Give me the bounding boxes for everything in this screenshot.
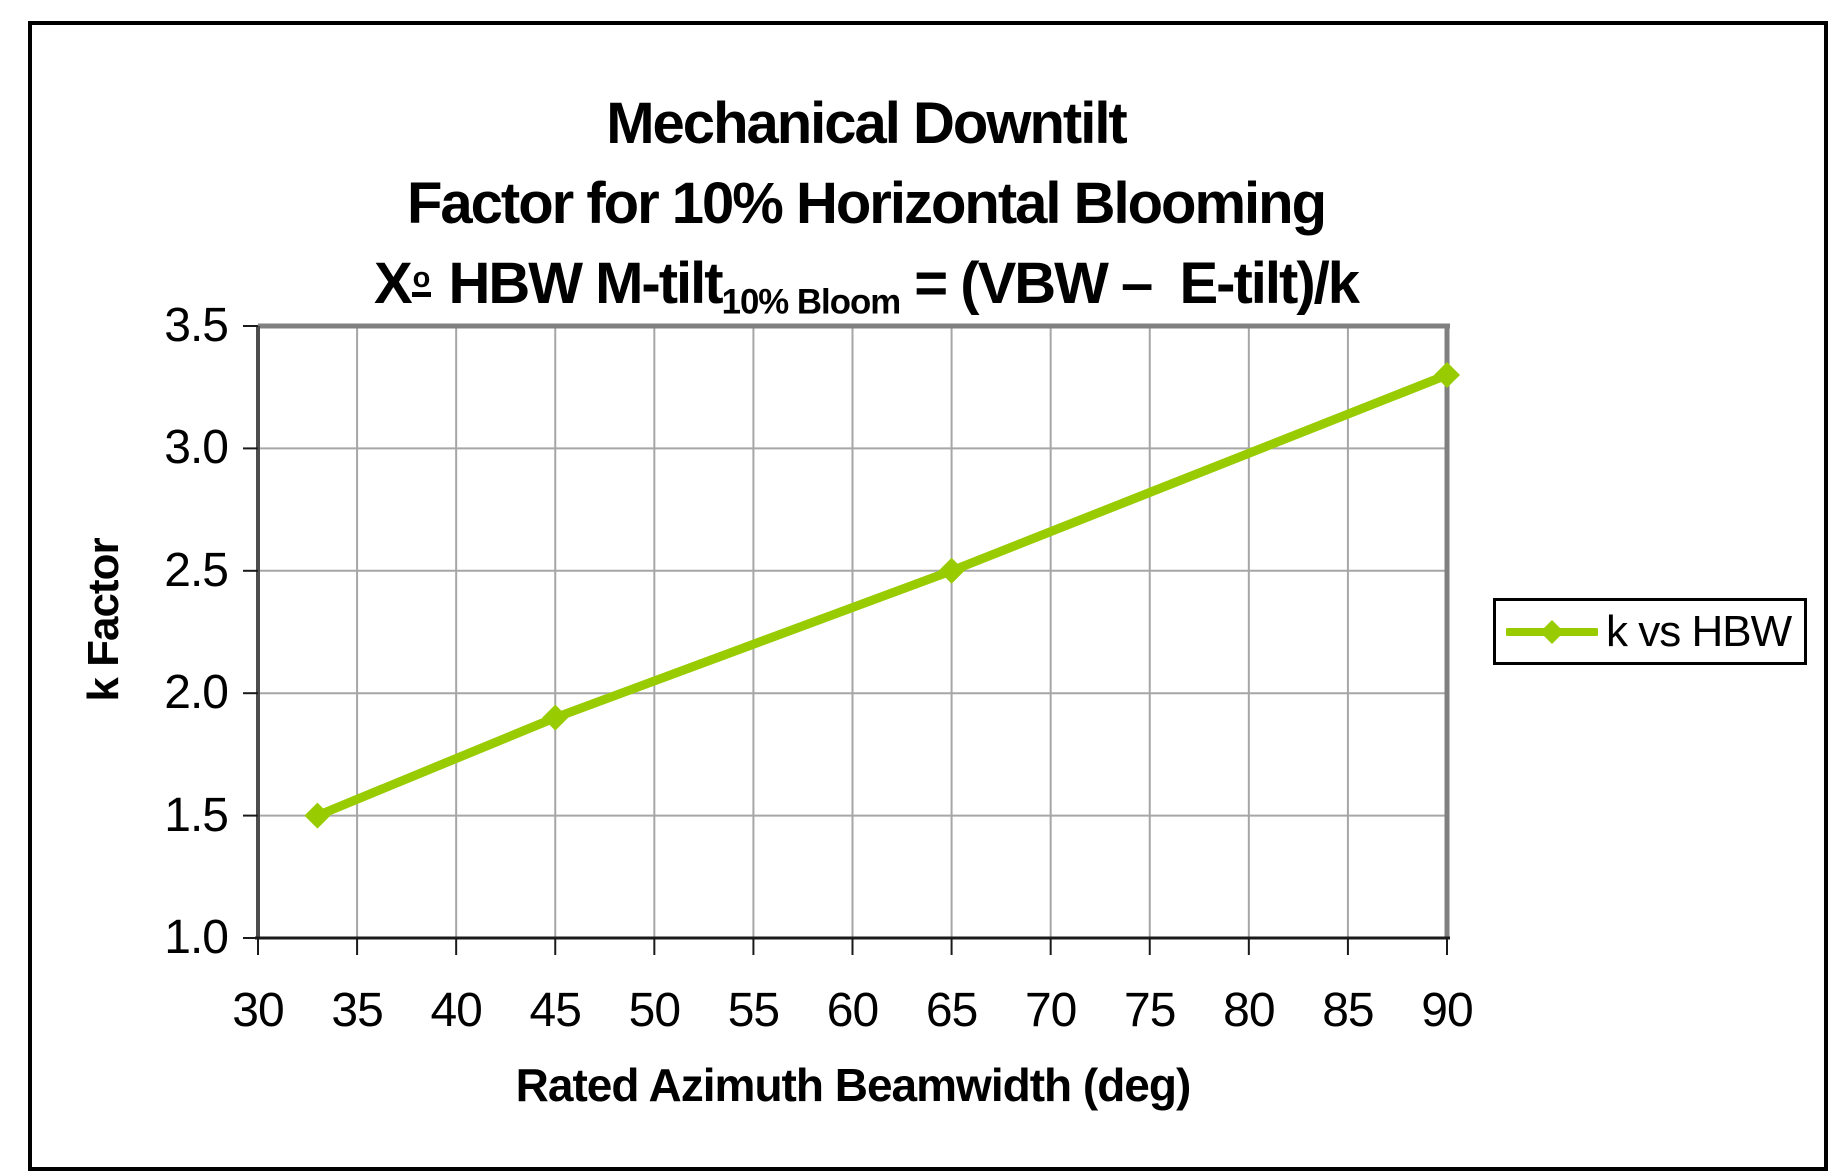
x-axis-title: Rated Azimuth Beamwidth (deg) (515, 1059, 1192, 1111)
data-point-marker (304, 802, 331, 829)
chart-title-formula: Xo HBW M-tilt10% Bloom = (VBW – E-tilt)/… (266, 244, 1466, 342)
y-tick-label: 1.5 (164, 788, 229, 842)
chart-title-line-1: Mechanical Downtilt (606, 91, 1128, 156)
formula-x-term: X (373, 251, 413, 316)
y-tick-label: 3.5 (164, 299, 229, 352)
x-tick-label: 55 (727, 984, 780, 1037)
x-tick-label: 65 (925, 984, 978, 1037)
x-tick-label: 85 (1322, 984, 1374, 1037)
chart-title: Mechanical Downtilt Factor for 10% Horiz… (266, 84, 1466, 342)
formula-degree-ordinal: o (411, 264, 432, 298)
legend: k vs HBW (1493, 598, 1807, 665)
chart-border (28, 21, 1828, 1171)
series-line (312, 370, 1452, 821)
x-tick-label: 75 (1124, 984, 1176, 1037)
data-point-marker (542, 704, 569, 731)
y-tick-label: 1.0 (164, 911, 229, 964)
data-point-marker (1434, 361, 1460, 388)
x-tick-label: 40 (430, 984, 482, 1037)
x-tick-label: 45 (529, 984, 582, 1037)
y-tick-label: 2.5 (164, 543, 229, 597)
x-tick-label: 35 (331, 984, 383, 1037)
x-tick-label: 90 (1421, 984, 1473, 1037)
legend-series-swatch (1506, 619, 1598, 644)
formula-rhs: = (VBW – E-tilt)/k (900, 251, 1360, 316)
y-tick-label: 3.0 (164, 421, 229, 475)
legend-label: k vs HBW (1606, 606, 1792, 656)
legend-marker-sample (1540, 619, 1564, 644)
y-axis-title: k Factor (79, 538, 128, 702)
x-tick-label: 50 (628, 984, 681, 1037)
formula-main: HBW M-tilt (434, 251, 723, 316)
x-tick-label: 30 (232, 984, 284, 1037)
chart-title-line-2: Factor for 10% Horizontal Blooming (406, 171, 1327, 236)
x-tick-label: 70 (1024, 984, 1077, 1037)
x-tick-label: 60 (826, 984, 879, 1037)
y-tick-label: 2.0 (164, 666, 229, 720)
formula-subscript: 10% Bloom (721, 282, 902, 322)
x-tick-label: 80 (1223, 984, 1275, 1037)
data-point-marker (938, 557, 965, 584)
